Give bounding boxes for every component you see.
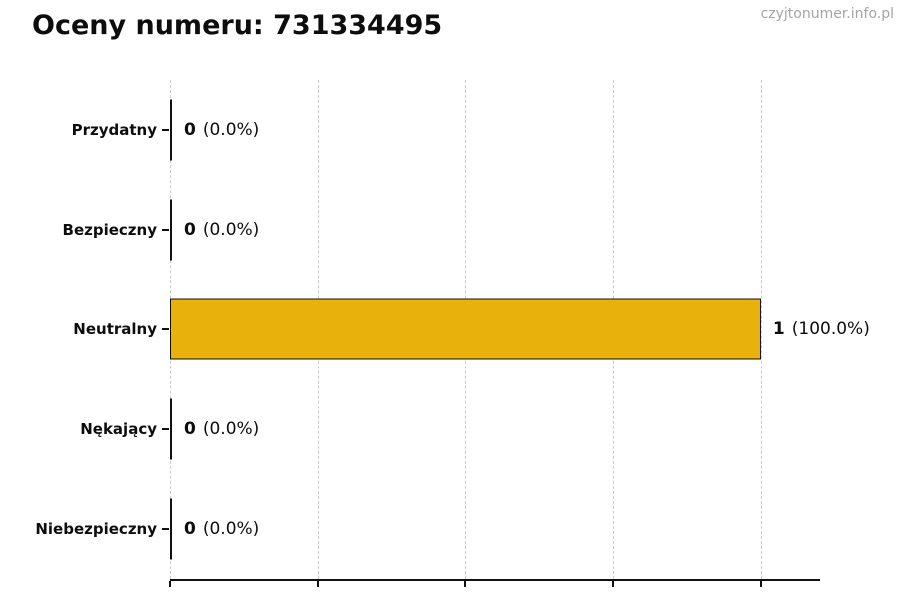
- value-count: 1: [772, 319, 785, 340]
- bar: [170, 398, 172, 460]
- value-percent: (0.0%): [202, 519, 260, 540]
- bar: [170, 498, 172, 560]
- value-label: 0 (0.0%): [184, 519, 259, 539]
- bar: [170, 99, 172, 161]
- category-label: Nękający: [80, 420, 157, 439]
- bar-row: Przydatny 0 (0.0%): [72, 80, 820, 180]
- x-axis-tick: [464, 581, 467, 587]
- category-label: Neutralny: [73, 320, 157, 339]
- x-axis-tick: [169, 581, 171, 587]
- value-count: 0: [184, 219, 196, 240]
- value-percent: (0.0%): [202, 219, 260, 240]
- value-label: 0 (0.0%): [184, 220, 259, 240]
- gridline: [760, 80, 762, 579]
- value-count: 0: [184, 519, 196, 540]
- bar-row: Niebezpieczny 0 (0.0%): [35, 479, 820, 579]
- y-axis-tick: [162, 528, 169, 531]
- bar: [170, 298, 761, 360]
- bar-row: Neutralny 1 (100.0%): [73, 280, 870, 380]
- x-axis-tick: [759, 581, 762, 587]
- value-percent: (0.0%): [202, 119, 260, 140]
- bar-row: Nękający 0 (0.0%): [80, 379, 820, 479]
- value-percent: (100.0%): [791, 319, 870, 340]
- value-count: 0: [184, 119, 196, 140]
- plot-area: Przydatny 0 (0.0%) Bezpieczny 0 (0.0%) Neu…: [35, 80, 870, 587]
- bar-rows: Przydatny 0 (0.0%) Bezpieczny 0 (0.0%) Neu…: [35, 80, 870, 579]
- bar: [170, 199, 172, 261]
- watermark-link: czyjtonumer.info.pl: [760, 6, 894, 22]
- y-axis-tick: [162, 128, 169, 131]
- value-percent: (0.0%): [202, 419, 260, 440]
- value-label: 0 (0.0%): [184, 419, 259, 439]
- y-axis-tick: [162, 228, 169, 231]
- category-label: Bezpieczny: [62, 220, 157, 239]
- value-count: 0: [184, 419, 196, 440]
- value-label: 0 (0.0%): [184, 120, 259, 140]
- x-axis-tick: [316, 581, 319, 587]
- y-axis-tick: [162, 428, 169, 431]
- x-axis-tick: [612, 581, 615, 587]
- bar-row: Bezpieczny 0 (0.0%): [63, 180, 820, 280]
- category-label: Niebezpieczny: [35, 520, 157, 539]
- value-label: 1 (100.0%): [773, 319, 870, 339]
- chart-title: Oceny numeru: 731334495: [32, 10, 443, 41]
- y-axis-tick: [162, 328, 169, 331]
- category-label: Przydatny: [71, 120, 157, 139]
